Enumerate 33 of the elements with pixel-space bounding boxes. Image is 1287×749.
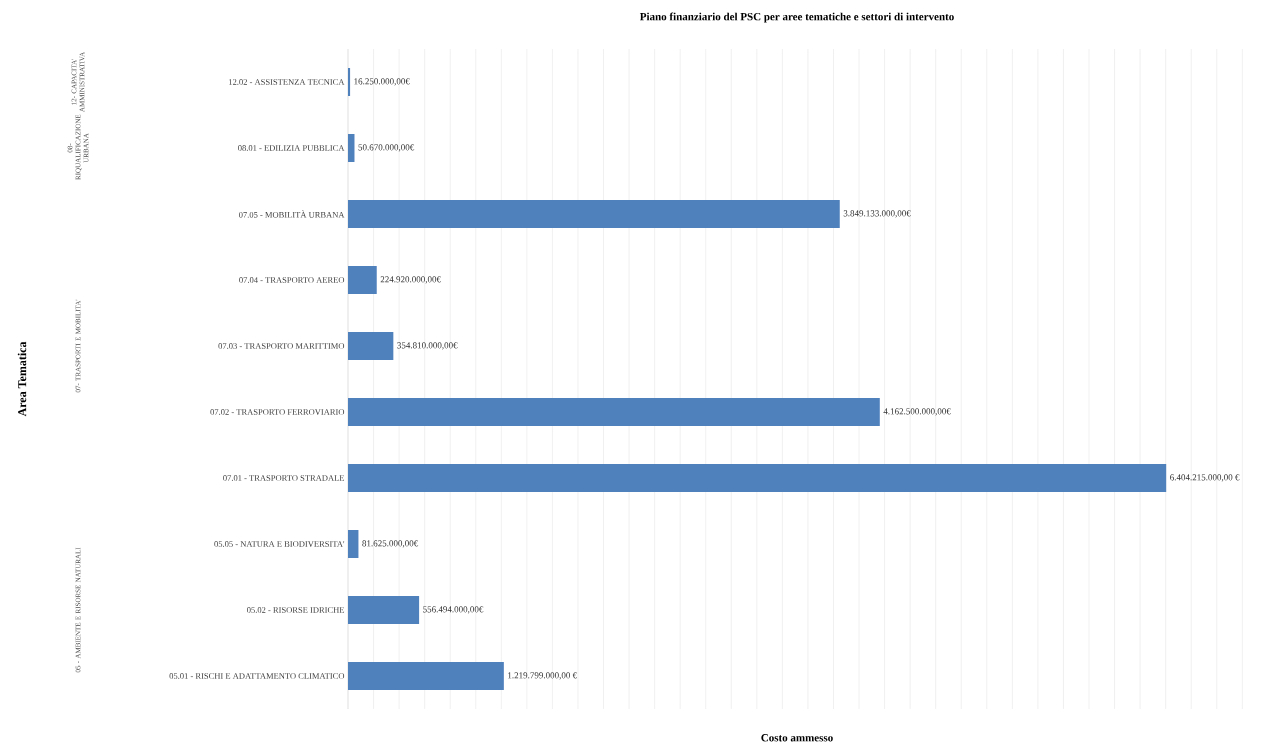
bar (348, 661, 504, 690)
data-label: 354.810.000,00€ (397, 342, 458, 350)
y-tick-label: 07.05 - MOBILITÀ URBANA (239, 210, 345, 218)
data-label: 4.162.500.000,00€ (883, 408, 951, 416)
x-axis-title: Costo ammesso (761, 734, 833, 742)
data-label: 1.219.799.000,00 € (508, 672, 577, 680)
y-tick-label: 07.04 - TRASPORTO AEREO (239, 277, 345, 283)
y-tick-label: 07.03 - TRASPORTO MARITTIMO (218, 343, 345, 349)
y-tick-label: 08.01 - EDILIZIA PUBBLICA (238, 145, 345, 151)
bar (348, 331, 394, 360)
y-tick-label: 05.01 - RISCHI E ADATTAMENTO CLIMATICO (169, 673, 345, 679)
data-label: 224.920.000,00€ (380, 276, 441, 284)
y-tick-label: 07.02 - TRASPORTO FERROVIARIO (210, 409, 345, 415)
chart-title: Piano finanziario del PSC per aree tematiche e settori di intervento (639, 12, 954, 23)
data-label: 556.494.000,00€ (423, 606, 484, 614)
bar (348, 133, 355, 162)
y-tick-label: 07.01 - TRASPORTO STRADALE (223, 475, 345, 481)
y-tick-label: 05.02 - RISORSE IDRICHE (247, 607, 345, 613)
bar (348, 199, 840, 228)
data-label: 3.849.133.000,00€ (843, 210, 911, 218)
bar (348, 67, 351, 96)
text: Area Tematica (17, 341, 27, 417)
data-label: 16.250.000,00€ (354, 78, 410, 86)
bar (348, 265, 377, 294)
bar (348, 397, 880, 426)
y-tick-label: 05.05 - NATURA E BIODIVERSITA' (214, 541, 345, 547)
bar (348, 529, 359, 558)
bar (348, 463, 1167, 492)
data-label: 81.625.000,00€ (362, 540, 419, 548)
bar (348, 595, 420, 624)
data-label: 6.404.215.000,00 € (1170, 474, 1240, 482)
y-tick-label: 12.02 - ASSISTENZA TECNICA (229, 79, 345, 85)
data-label: 50.670.000,00€ (358, 144, 415, 152)
